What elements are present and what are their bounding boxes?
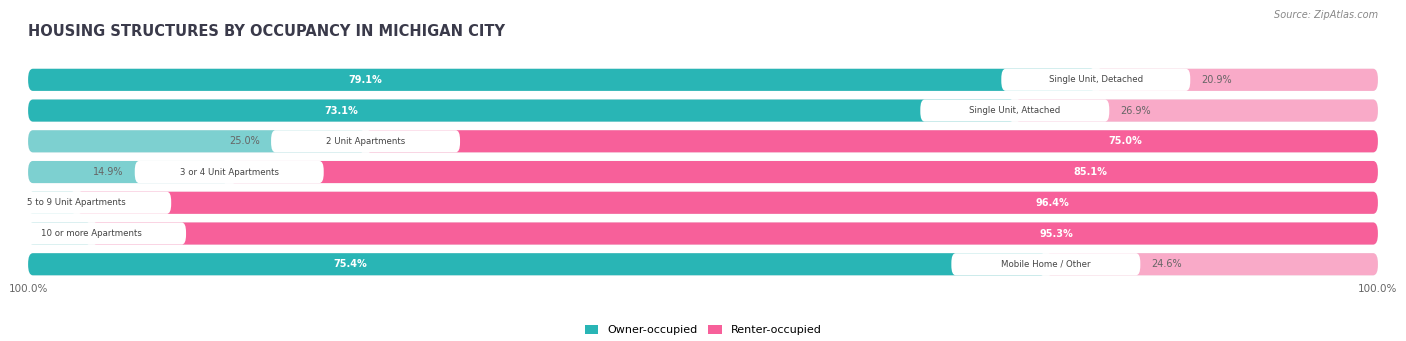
FancyBboxPatch shape [1001, 69, 1191, 91]
FancyBboxPatch shape [271, 130, 460, 152]
FancyBboxPatch shape [77, 192, 1378, 214]
FancyBboxPatch shape [28, 222, 91, 244]
FancyBboxPatch shape [1015, 100, 1378, 122]
Text: 85.1%: 85.1% [1074, 167, 1108, 177]
Text: Single Unit, Detached: Single Unit, Detached [1049, 75, 1143, 84]
FancyBboxPatch shape [135, 161, 323, 183]
FancyBboxPatch shape [28, 130, 1378, 152]
FancyBboxPatch shape [28, 192, 77, 214]
Text: HOUSING STRUCTURES BY OCCUPANCY IN MICHIGAN CITY: HOUSING STRUCTURES BY OCCUPANCY IN MICHI… [28, 24, 505, 39]
Text: 5 to 9 Unit Apartments: 5 to 9 Unit Apartments [27, 198, 127, 207]
FancyBboxPatch shape [28, 222, 1378, 244]
Text: 20.9%: 20.9% [1201, 75, 1232, 85]
Text: 95.3%: 95.3% [1039, 228, 1073, 238]
FancyBboxPatch shape [28, 100, 1378, 122]
Legend: Owner-occupied, Renter-occupied: Owner-occupied, Renter-occupied [585, 325, 821, 335]
Text: 26.9%: 26.9% [1121, 106, 1150, 116]
Text: Mobile Home / Other: Mobile Home / Other [1001, 260, 1091, 269]
FancyBboxPatch shape [921, 100, 1109, 122]
Text: 96.4%: 96.4% [1036, 198, 1070, 208]
Text: 2 Unit Apartments: 2 Unit Apartments [326, 137, 405, 146]
FancyBboxPatch shape [0, 192, 172, 214]
FancyBboxPatch shape [28, 253, 1378, 275]
Text: 79.1%: 79.1% [349, 75, 382, 85]
Text: 75.4%: 75.4% [333, 259, 367, 269]
FancyBboxPatch shape [1095, 69, 1378, 91]
Text: 3 or 4 Unit Apartments: 3 or 4 Unit Apartments [180, 167, 278, 177]
Text: Single Unit, Attached: Single Unit, Attached [969, 106, 1060, 115]
FancyBboxPatch shape [28, 100, 1015, 122]
FancyBboxPatch shape [0, 222, 186, 244]
FancyBboxPatch shape [28, 69, 1378, 91]
FancyBboxPatch shape [28, 161, 229, 183]
FancyBboxPatch shape [1046, 253, 1378, 275]
FancyBboxPatch shape [366, 130, 1378, 152]
Text: 73.1%: 73.1% [325, 106, 359, 116]
Text: 10 or more Apartments: 10 or more Apartments [41, 229, 142, 238]
Text: 24.6%: 24.6% [1152, 259, 1182, 269]
Text: 14.9%: 14.9% [93, 167, 124, 177]
FancyBboxPatch shape [28, 253, 1046, 275]
FancyBboxPatch shape [28, 161, 1378, 183]
FancyBboxPatch shape [952, 253, 1140, 275]
FancyBboxPatch shape [28, 192, 1378, 214]
FancyBboxPatch shape [28, 69, 1095, 91]
Text: Source: ZipAtlas.com: Source: ZipAtlas.com [1274, 10, 1378, 20]
FancyBboxPatch shape [91, 222, 1378, 244]
FancyBboxPatch shape [28, 130, 366, 152]
FancyBboxPatch shape [229, 161, 1378, 183]
Text: 75.0%: 75.0% [1108, 136, 1142, 146]
Text: 25.0%: 25.0% [229, 136, 260, 146]
